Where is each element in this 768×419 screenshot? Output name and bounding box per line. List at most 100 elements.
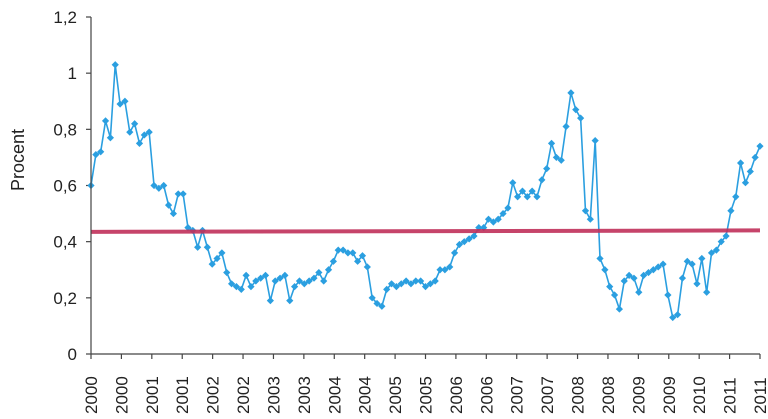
data-point bbox=[484, 215, 493, 223]
data-point bbox=[475, 224, 483, 232]
data-point bbox=[363, 263, 371, 271]
x-tick-label: 2007 bbox=[508, 376, 527, 414]
data-point bbox=[586, 215, 594, 223]
data-point bbox=[407, 280, 415, 288]
data-point bbox=[339, 246, 347, 254]
data-point bbox=[232, 283, 241, 291]
x-tick-label: 2011 bbox=[751, 377, 768, 414]
y-tick-label: 1 bbox=[68, 64, 77, 83]
data-point bbox=[300, 280, 308, 288]
data-point bbox=[572, 106, 580, 114]
data-point bbox=[644, 268, 653, 277]
data-point bbox=[441, 266, 449, 274]
data-point bbox=[625, 271, 633, 279]
data-point bbox=[203, 243, 211, 251]
x-tick-label: 2005 bbox=[386, 376, 405, 414]
data-point bbox=[518, 187, 527, 195]
data-point bbox=[150, 181, 158, 190]
data-point bbox=[344, 249, 352, 257]
data-point bbox=[698, 254, 706, 263]
data-point bbox=[208, 260, 216, 268]
x-tick-label: 2007 bbox=[538, 376, 557, 414]
x-tick-label: 2001 bbox=[143, 376, 162, 414]
data-point bbox=[557, 156, 565, 164]
data-point bbox=[693, 280, 701, 288]
data-point bbox=[591, 136, 599, 145]
data-point bbox=[499, 209, 507, 218]
data-point bbox=[174, 190, 182, 198]
data-point bbox=[310, 274, 318, 282]
y-tick-label: 0,2 bbox=[53, 289, 77, 308]
data-point bbox=[397, 280, 405, 288]
x-tick-label: 2006 bbox=[447, 376, 466, 414]
data-point bbox=[421, 283, 430, 291]
data-point bbox=[654, 263, 662, 271]
x-tick-label: 2003 bbox=[295, 376, 314, 414]
data-point bbox=[315, 268, 323, 277]
data-point bbox=[489, 218, 497, 226]
data-point bbox=[465, 235, 473, 243]
data-point bbox=[286, 297, 294, 305]
data-point bbox=[169, 209, 178, 218]
data-point bbox=[446, 263, 454, 271]
data-point bbox=[688, 260, 696, 268]
data-point bbox=[295, 277, 304, 285]
data-point bbox=[417, 277, 425, 285]
data-point bbox=[194, 243, 202, 251]
x-tick-label: 2005 bbox=[417, 376, 436, 414]
x-tick-label: 2001 bbox=[173, 376, 192, 414]
data-point bbox=[373, 299, 381, 308]
data-point bbox=[354, 257, 362, 265]
data-point bbox=[131, 120, 139, 128]
data-point bbox=[252, 277, 260, 285]
data-point bbox=[329, 257, 337, 265]
data-point bbox=[164, 201, 173, 209]
data-point bbox=[552, 153, 560, 162]
data-point bbox=[630, 274, 638, 282]
data-point bbox=[567, 89, 575, 97]
data-point bbox=[523, 193, 531, 201]
data-point bbox=[610, 291, 619, 299]
x-tick-label: 2004 bbox=[356, 376, 375, 414]
data-point bbox=[140, 131, 148, 139]
data-point bbox=[533, 193, 541, 201]
data-point bbox=[281, 271, 289, 279]
data-point bbox=[581, 207, 590, 215]
data-point bbox=[106, 134, 114, 142]
data-point bbox=[160, 181, 168, 190]
data-point bbox=[649, 266, 657, 274]
data-point bbox=[111, 61, 119, 69]
data-point bbox=[179, 190, 187, 198]
data-point bbox=[509, 179, 517, 187]
data-point bbox=[547, 139, 556, 147]
data-point bbox=[659, 260, 667, 268]
data-point bbox=[184, 224, 192, 232]
data-point bbox=[746, 167, 754, 176]
data-point bbox=[494, 215, 502, 223]
data-point bbox=[218, 249, 226, 257]
x-tick-label: 2009 bbox=[660, 376, 679, 414]
data-point bbox=[707, 249, 716, 257]
x-tick-label: 2008 bbox=[569, 376, 588, 414]
y-tick-label: 0 bbox=[68, 345, 77, 364]
data-point bbox=[261, 271, 270, 279]
data-point bbox=[257, 274, 265, 282]
data-point bbox=[358, 252, 367, 260]
data-point bbox=[320, 277, 328, 285]
x-tick-label: 2008 bbox=[599, 376, 618, 414]
data-point bbox=[538, 176, 546, 184]
data-point bbox=[116, 100, 124, 108]
data-point bbox=[751, 153, 759, 162]
data-point bbox=[121, 97, 129, 105]
data-point bbox=[673, 311, 682, 319]
y-tick-label: 0,6 bbox=[53, 177, 77, 196]
data-point bbox=[431, 277, 439, 285]
data-point bbox=[237, 285, 245, 294]
reference-line bbox=[90, 228, 761, 234]
data-point bbox=[727, 207, 735, 215]
x-tick-label: 2010 bbox=[690, 376, 709, 414]
data-point bbox=[276, 274, 284, 282]
x-axis-ticks: 2000 2000 2001 2001 2002 2002 2003 2003 2004 2004… bbox=[82, 354, 768, 414]
data-point bbox=[92, 151, 100, 159]
y-tick-label: 1,2 bbox=[53, 8, 77, 27]
